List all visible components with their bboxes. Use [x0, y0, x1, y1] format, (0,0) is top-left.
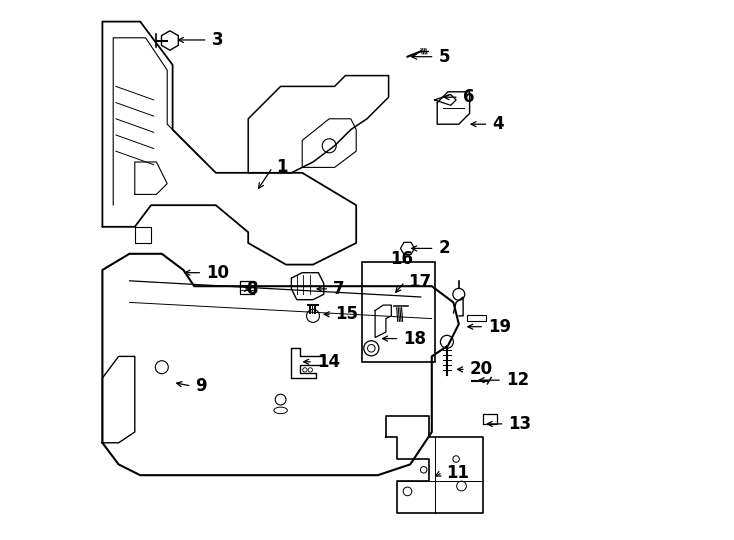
Text: 1: 1	[276, 158, 288, 177]
Text: 6: 6	[462, 88, 474, 106]
Text: 16: 16	[390, 250, 413, 268]
Text: 3: 3	[211, 31, 223, 49]
Text: 14: 14	[317, 353, 340, 371]
Text: 12: 12	[506, 371, 529, 389]
Text: 8: 8	[247, 280, 258, 298]
Text: 19: 19	[488, 318, 511, 336]
Text: 4: 4	[493, 115, 504, 133]
Text: 13: 13	[509, 415, 531, 433]
Text: 7: 7	[333, 280, 344, 298]
Text: 17: 17	[409, 273, 432, 291]
Text: 15: 15	[335, 305, 359, 323]
Text: 18: 18	[403, 329, 426, 348]
Text: 10: 10	[206, 264, 229, 282]
Text: 20: 20	[470, 360, 493, 379]
Text: 11: 11	[446, 463, 469, 482]
Text: 2: 2	[438, 239, 450, 258]
Bar	[467, 315, 486, 321]
Bar	[362, 262, 435, 362]
Text: 5: 5	[438, 48, 450, 66]
Text: 9: 9	[195, 377, 207, 395]
